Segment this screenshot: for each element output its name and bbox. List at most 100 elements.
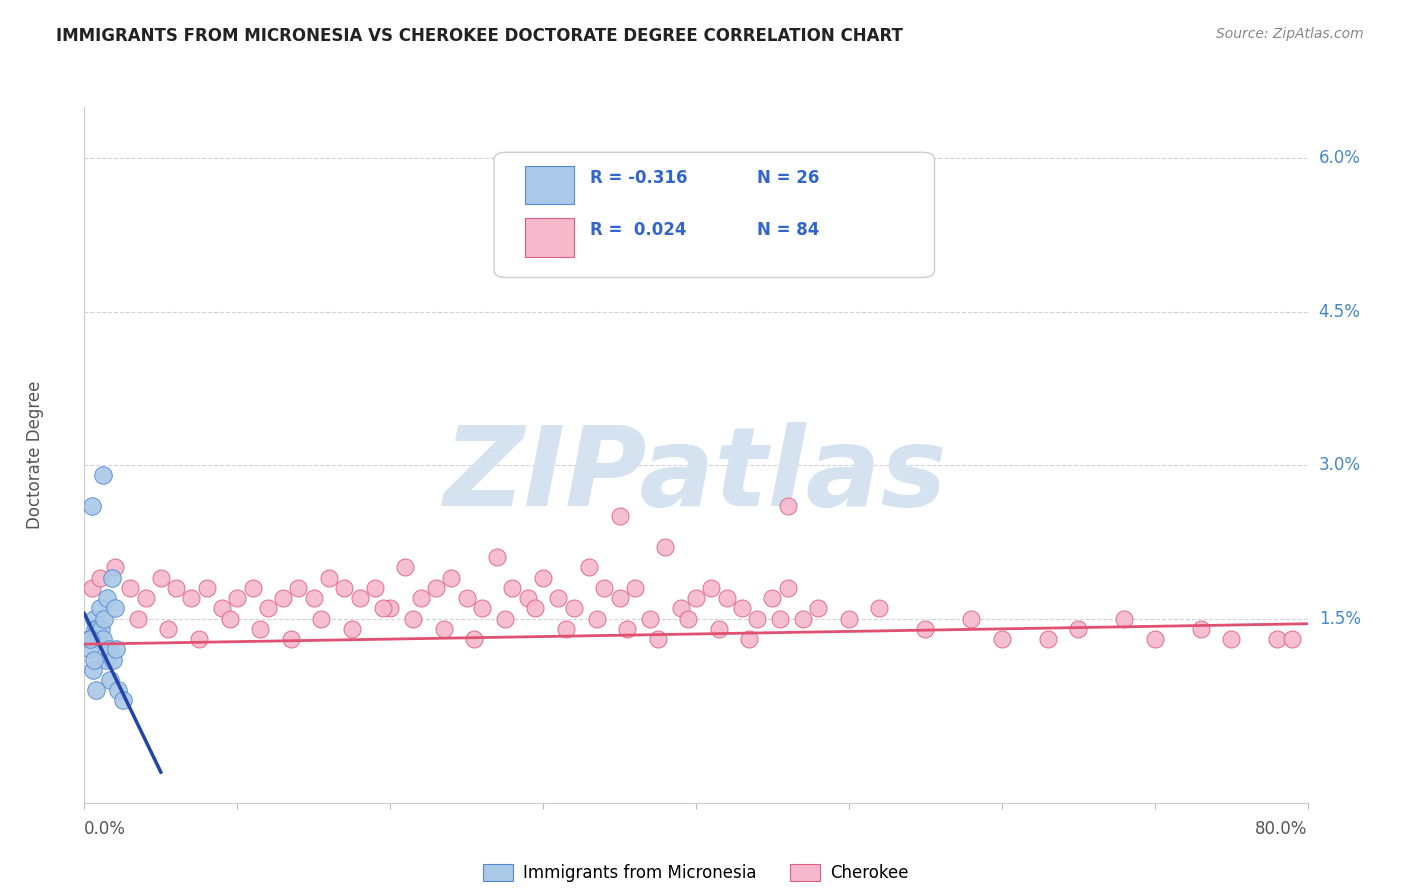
Point — [869, 601, 891, 615]
Point — [547, 591, 569, 606]
Point — [98, 673, 121, 687]
Point — [1189, 622, 1212, 636]
Point — [83, 652, 105, 666]
Point — [135, 591, 157, 606]
Point — [609, 591, 631, 606]
Text: IMMIGRANTS FROM MICRONESIA VS CHEROKEE DOCTORATE DEGREE CORRELATION CHART: IMMIGRANTS FROM MICRONESIA VS CHEROKEE D… — [56, 27, 903, 45]
Point — [280, 632, 302, 646]
Point — [120, 581, 142, 595]
Text: Source: ZipAtlas.com: Source: ZipAtlas.com — [1216, 27, 1364, 41]
Point — [104, 560, 127, 574]
Point — [87, 632, 110, 646]
Point — [624, 581, 647, 595]
Point — [807, 601, 830, 615]
Point — [792, 612, 814, 626]
Point — [685, 591, 707, 606]
Text: N = 26: N = 26 — [756, 169, 820, 187]
FancyBboxPatch shape — [494, 153, 935, 277]
Point — [257, 601, 280, 615]
Text: 80.0%: 80.0% — [1256, 820, 1308, 838]
Point — [501, 581, 523, 595]
Text: 3.0%: 3.0% — [1319, 456, 1361, 475]
Point — [83, 612, 105, 626]
Point — [516, 591, 538, 606]
Point — [731, 601, 754, 615]
Point — [654, 540, 676, 554]
Point — [394, 560, 416, 574]
Point — [700, 581, 723, 595]
Point — [960, 612, 983, 626]
Point — [101, 571, 124, 585]
Point — [84, 683, 107, 698]
Point — [463, 632, 485, 646]
Point — [371, 601, 394, 615]
Point — [127, 612, 149, 626]
Text: 6.0%: 6.0% — [1319, 149, 1361, 167]
Point — [745, 612, 768, 626]
Point — [105, 642, 128, 657]
Point — [77, 632, 100, 646]
Point — [669, 601, 692, 615]
Point — [609, 509, 631, 524]
Point — [302, 591, 325, 606]
FancyBboxPatch shape — [524, 166, 574, 204]
Point — [80, 499, 103, 513]
Point — [1265, 632, 1288, 646]
Point — [578, 560, 600, 574]
Text: 4.5%: 4.5% — [1319, 302, 1361, 321]
Point — [380, 601, 402, 615]
Point — [409, 591, 432, 606]
Point — [456, 591, 478, 606]
Point — [96, 591, 118, 606]
Point — [678, 612, 700, 626]
Point — [97, 642, 120, 657]
Point — [349, 591, 371, 606]
Text: 1.5%: 1.5% — [1319, 609, 1361, 628]
Point — [364, 581, 387, 595]
Point — [84, 622, 107, 636]
Point — [1036, 632, 1059, 646]
Point — [104, 601, 127, 615]
Point — [776, 581, 799, 595]
Point — [180, 591, 202, 606]
Text: R =  0.024: R = 0.024 — [589, 221, 686, 239]
Point — [103, 652, 125, 666]
Point — [1281, 632, 1303, 646]
Point — [340, 622, 363, 636]
Point — [271, 591, 294, 606]
Point — [555, 622, 578, 636]
Point — [494, 612, 516, 626]
Point — [524, 601, 547, 615]
Point — [471, 601, 494, 615]
Legend: Immigrants from Micronesia, Cherokee: Immigrants from Micronesia, Cherokee — [477, 857, 915, 888]
Point — [769, 612, 792, 626]
Point — [249, 622, 271, 636]
Point — [157, 622, 180, 636]
Text: R = -0.316: R = -0.316 — [589, 169, 688, 187]
Point — [486, 550, 509, 565]
Point — [433, 622, 456, 636]
Point — [82, 663, 104, 677]
Point — [149, 571, 172, 585]
Point — [914, 253, 936, 268]
Point — [79, 632, 101, 646]
Point — [195, 581, 218, 595]
Point — [311, 612, 333, 626]
Point — [107, 683, 129, 698]
Point — [616, 622, 638, 636]
Point — [211, 601, 233, 615]
Point — [562, 601, 585, 615]
Point — [1067, 622, 1090, 636]
Point — [776, 499, 799, 513]
Text: ZIPatlas: ZIPatlas — [444, 422, 948, 529]
Point — [333, 581, 356, 595]
Point — [86, 622, 108, 636]
Point — [585, 612, 607, 626]
Point — [402, 612, 425, 626]
Point — [440, 571, 463, 585]
Point — [914, 622, 936, 636]
Point — [990, 632, 1012, 646]
Point — [93, 612, 115, 626]
Point — [738, 632, 761, 646]
Point — [79, 642, 101, 657]
